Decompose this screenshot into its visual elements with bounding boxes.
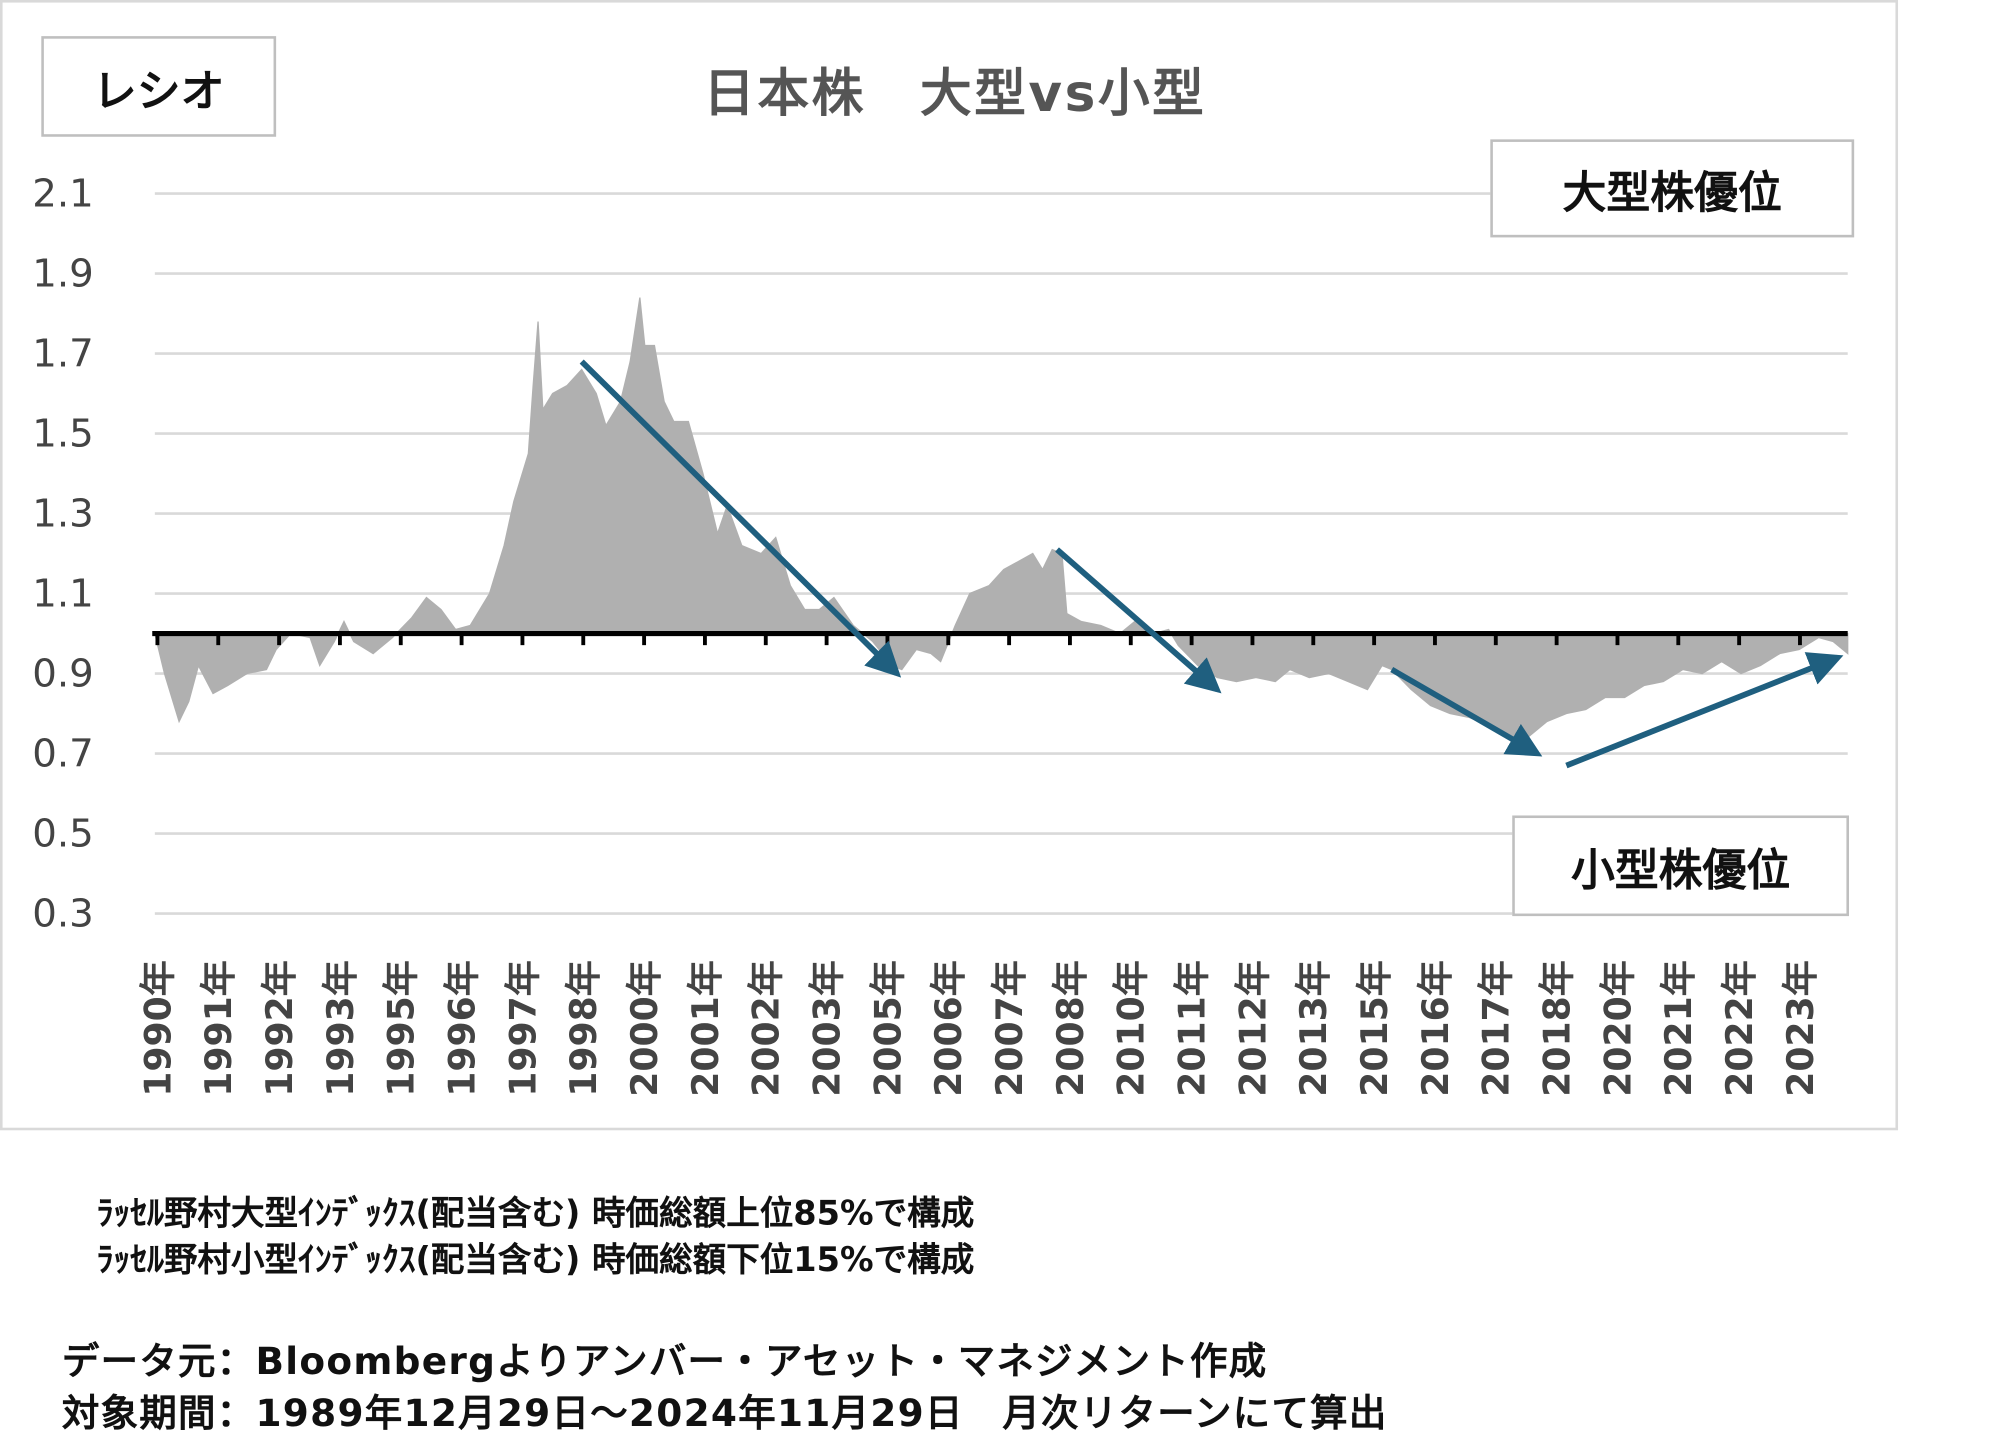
x-tick-label: 2010年 — [1110, 960, 1153, 1097]
x-tick-label: 2012年 — [1231, 960, 1274, 1097]
footnote-large-index: ﾗｯｾﾙ野村大型ｲﾝﾃﾞｯｸｽ(配当含む) 時価総額上位85%で構成 — [96, 1194, 975, 1234]
x-tick-label: 2002年 — [745, 960, 788, 1097]
x-tick-label: 1993年 — [319, 960, 362, 1097]
x-tick-label: 2003年 — [806, 960, 849, 1097]
footnote-small-index: ﾗｯｾﾙ野村小型ｲﾝﾃﾞｯｸｽ(配当含む) 時価総額下位15%で構成 — [96, 1241, 975, 1280]
small-cap-advantage-label: 小型株優位 — [1512, 815, 1849, 917]
data-source: データ元：Bloombergよりアンバー・アセット・マネジメント作成 — [61, 1339, 1268, 1384]
x-tick-label: 2016年 — [1414, 960, 1457, 1097]
x-tick-label: 2000年 — [623, 960, 666, 1097]
ratio-area-series — [154, 297, 1849, 743]
chart-title: 日本株 大型vs小型 — [703, 64, 1207, 124]
y-tick-label: 1.7 — [32, 331, 94, 376]
y-tick-label: 0.7 — [32, 731, 94, 776]
y-tick-label: 0.3 — [32, 891, 94, 936]
x-tick-label: 2018年 — [1536, 960, 1579, 1097]
x-tick-label: 2008年 — [1049, 960, 1092, 1097]
x-tick-label: 2011年 — [1171, 960, 1214, 1097]
data-period: 対象期間：1989年12月29日～2024年11月29日 月次リターンにて算出 — [61, 1390, 1388, 1435]
chart-frame — [0, 0, 1899, 1131]
y-axis-label: レシオ — [41, 36, 277, 137]
x-tick-label: 2020年 — [1596, 960, 1639, 1097]
y-tick-label: 1.9 — [32, 251, 94, 296]
trend-arrow — [579, 359, 902, 678]
chart-svg: 2.1 1.9 1.7 1.5 1.3 1.1 0.9 0.7 0.5 0.3 1990年 1991年… — [32, 171, 1849, 1097]
large-cap-advantage-label: 大型株優位 — [1490, 139, 1855, 238]
y-tick-label: 1.3 — [32, 491, 94, 536]
trend-arrow — [1390, 667, 1543, 757]
x-tick-label: 1992年 — [258, 960, 301, 1097]
y-tick-label: 1.5 — [32, 411, 94, 456]
trend-arrow — [1055, 547, 1222, 694]
x-tick-label: 2005年 — [866, 960, 909, 1097]
x-tick-label: 1996年 — [440, 960, 483, 1097]
y-tick-label: 1.1 — [32, 571, 94, 616]
x-tick-label: 2017年 — [1475, 960, 1518, 1097]
x-tick-label: 1990年 — [136, 960, 179, 1097]
x-tick-label: 2006年 — [927, 960, 970, 1097]
x-tick-label: 2007年 — [988, 960, 1031, 1097]
x-tick-label: 2013年 — [1292, 960, 1335, 1097]
trend-arrow — [1565, 652, 1844, 769]
x-tick-label: 2001年 — [684, 960, 727, 1097]
x-tick-label: 1991年 — [197, 960, 240, 1097]
x-tick-label: 2022年 — [1718, 960, 1761, 1097]
x-tick-label: 2015年 — [1353, 960, 1396, 1097]
y-tick-label: 0.9 — [32, 651, 94, 696]
x-tick-label: 1998年 — [562, 960, 605, 1097]
x-tick-label: 1997年 — [501, 960, 544, 1097]
x-tick-label: 1995年 — [380, 960, 423, 1097]
y-tick-label: 0.5 — [32, 811, 94, 856]
x-tick-label: 2021年 — [1657, 960, 1700, 1097]
x-tick-label: 2023年 — [1779, 960, 1822, 1097]
y-tick-label: 2.1 — [32, 171, 94, 216]
